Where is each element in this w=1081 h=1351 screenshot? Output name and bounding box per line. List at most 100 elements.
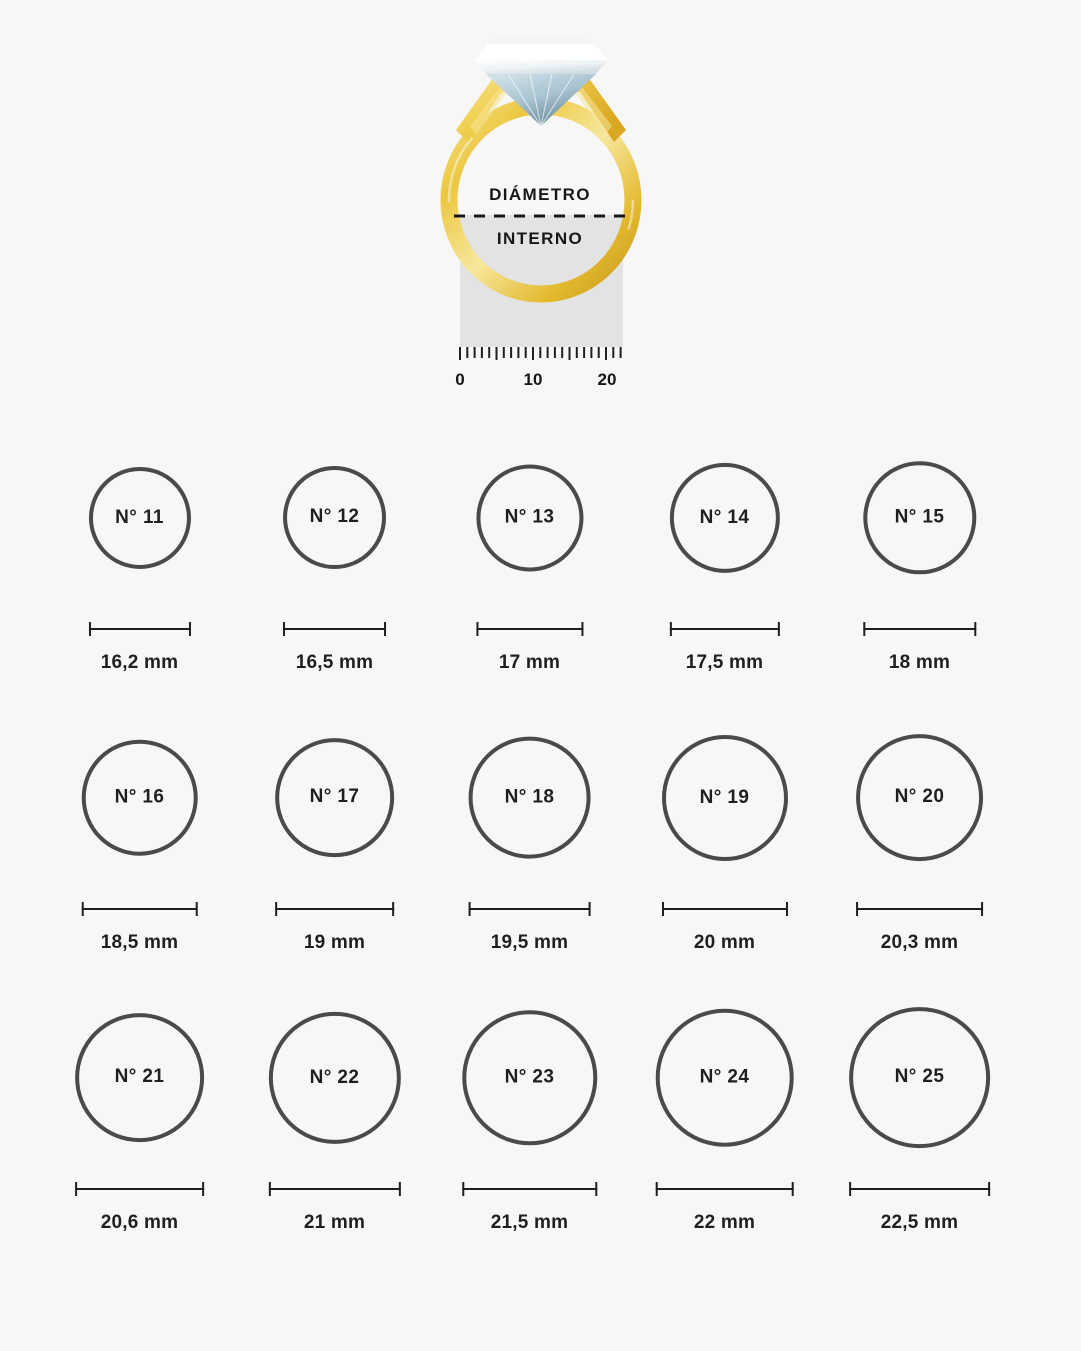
measure-cap-right — [392, 902, 395, 916]
diameter-measure-bar — [468, 902, 591, 916]
diameter-measure-bar — [88, 622, 191, 636]
ring-size-circle[interactable]: N° 24 — [655, 1008, 794, 1147]
size-row: N° 21 20,6 mm N° 22 21 mm N° 23 21,5 mm N° 24 2… — [0, 990, 1081, 1270]
ring-size-circle[interactable]: N° 20 — [855, 733, 984, 862]
diameter-value-label: 17 mm — [498, 652, 561, 673]
ring-size-cell[interactable]: N° 14 17,5 mm — [627, 430, 822, 710]
diameter-value-label: 16,5 mm — [295, 652, 374, 673]
diameter-measure-bar — [81, 902, 198, 916]
diameter-measure-bar — [669, 622, 780, 636]
diameter-value-label: 20,3 mm — [880, 932, 959, 953]
measure-line — [669, 628, 780, 630]
ring-size-cell[interactable]: N° 24 22 mm — [627, 990, 822, 1270]
ring-size-circle[interactable]: N° 11 — [88, 466, 191, 569]
interno-label: INTERNO — [496, 229, 584, 248]
ring-size-circle[interactable]: N° 15 — [862, 460, 977, 575]
measure-cap-right — [188, 622, 191, 636]
diameter-value-label: 20,6 mm — [100, 1212, 179, 1233]
measure-cap-right — [588, 902, 591, 916]
ring-size-number-label: N° 22 — [309, 1066, 360, 1088]
diameter-value-label: 22 mm — [693, 1212, 756, 1233]
measure-line — [81, 908, 198, 910]
ring-size-number-label: N° 14 — [699, 506, 750, 528]
diameter-value-label: 20 mm — [693, 932, 756, 953]
ring-circle-zone: N° 17 — [237, 710, 432, 885]
measure-cap-right — [981, 902, 984, 916]
ring-size-circle[interactable]: N° 12 — [282, 465, 387, 570]
ring-size-circle[interactable]: N° 22 — [268, 1011, 401, 1144]
measure-cap-right — [785, 902, 788, 916]
ring-size-cell[interactable]: N° 18 19,5 mm — [432, 710, 627, 990]
ring-size-cell[interactable]: N° 17 19 mm — [237, 710, 432, 990]
ring-circle-zone: N° 14 — [627, 430, 822, 605]
measure-cap-right — [202, 1182, 205, 1196]
ring-circle-zone: N° 25 — [822, 990, 1017, 1165]
ring-size-number-label: N° 13 — [504, 506, 555, 528]
diameter-measure-bar — [475, 622, 584, 636]
diameter-measure-bar — [862, 622, 977, 636]
ring-size-circle[interactable]: N° 18 — [468, 736, 591, 859]
ring-size-number-label: N° 21 — [114, 1066, 165, 1088]
ring-circle-zone: N° 22 — [237, 990, 432, 1165]
ring-size-grid: N° 11 16,2 mm N° 12 16,5 mm N° 13 17 mm N° 14 1… — [0, 430, 1081, 1270]
ring-circle-zone: N° 20 — [822, 710, 1017, 885]
ring-size-circle[interactable]: N° 14 — [669, 462, 780, 573]
ring-size-number-label: N° 25 — [894, 1066, 945, 1088]
ring-circle-zone: N° 13 — [432, 430, 627, 605]
ring-size-cell[interactable]: N° 16 18,5 mm — [42, 710, 237, 990]
measure-line — [274, 908, 395, 910]
ring-size-circle[interactable]: N° 17 — [274, 737, 395, 858]
ring-size-cell[interactable]: N° 22 21 mm — [237, 990, 432, 1270]
diameter-measure-bar — [268, 1182, 401, 1196]
measure-cap-right — [384, 622, 387, 636]
ring-size-number-label: N° 15 — [894, 506, 945, 528]
ring-size-cell[interactable]: N° 15 18 mm — [822, 430, 1017, 710]
diameter-measure-bar — [655, 1182, 794, 1196]
ring-size-number-label: N° 12 — [309, 506, 360, 528]
size-row: N° 11 16,2 mm N° 12 16,5 mm N° 13 17 mm N° 14 1… — [0, 430, 1081, 710]
ring-size-circle[interactable]: N° 16 — [81, 739, 198, 856]
ring-circle-zone: N° 21 — [42, 990, 237, 1165]
ring-size-cell[interactable]: N° 25 22,5 mm — [822, 990, 1017, 1270]
ring-size-number-label: N° 23 — [504, 1066, 555, 1088]
measure-line — [475, 628, 584, 630]
measure-cap-right — [791, 1182, 794, 1196]
ring-size-circle[interactable]: N° 25 — [848, 1006, 991, 1149]
measure-cap-right — [974, 622, 977, 636]
ring-size-number-label: N° 16 — [114, 786, 165, 808]
ring-illustration — [440, 36, 642, 360]
ring-size-cell[interactable]: N° 23 21,5 mm — [432, 990, 627, 1270]
ring-circle-zone: N° 19 — [627, 710, 822, 885]
ring-size-cell[interactable]: N° 21 20,6 mm — [42, 990, 237, 1270]
ring-size-circle[interactable]: N° 19 — [661, 734, 788, 861]
ring-size-circle[interactable]: N° 21 — [74, 1012, 205, 1143]
measure-line — [88, 628, 191, 630]
diameter-value-label: 21,5 mm — [490, 1212, 569, 1233]
ring-size-cell[interactable]: N° 20 20,3 mm — [822, 710, 1017, 990]
measure-cap-right — [777, 622, 780, 636]
measure-line — [282, 628, 387, 630]
ring-circle-zone: N° 16 — [42, 710, 237, 885]
ring-size-number-label: N° 19 — [699, 786, 750, 808]
diameter-measure-bar — [461, 1182, 598, 1196]
ruler-tick-label-20: 20 — [597, 370, 617, 389]
ring-size-circle[interactable]: N° 23 — [461, 1009, 598, 1146]
ring-size-cell[interactable]: N° 12 16,5 mm — [237, 430, 432, 710]
diameter-value-label: 18 mm — [888, 652, 951, 673]
ring-size-number-label: N° 20 — [894, 786, 945, 808]
measure-line — [268, 1188, 401, 1190]
ring-size-circle[interactable]: N° 13 — [475, 463, 584, 572]
ring-size-cell[interactable]: N° 13 17 mm — [432, 430, 627, 710]
ring-size-cell[interactable]: N° 11 16,2 mm — [42, 430, 237, 710]
measure-cap-right — [581, 622, 584, 636]
diameter-value-label: 19,5 mm — [490, 932, 569, 953]
diameter-value-label: 21 mm — [303, 1212, 366, 1233]
ring-size-number-label: N° 11 — [115, 506, 164, 528]
diameter-value-label: 18,5 mm — [100, 932, 179, 953]
measure-line — [661, 908, 788, 910]
ring-size-number-label: N° 24 — [699, 1066, 750, 1088]
ring-circle-zone: N° 23 — [432, 990, 627, 1165]
diameter-value-label: 17,5 mm — [685, 652, 764, 673]
diamond-gem — [474, 36, 608, 127]
ring-size-cell[interactable]: N° 19 20 mm — [627, 710, 822, 990]
